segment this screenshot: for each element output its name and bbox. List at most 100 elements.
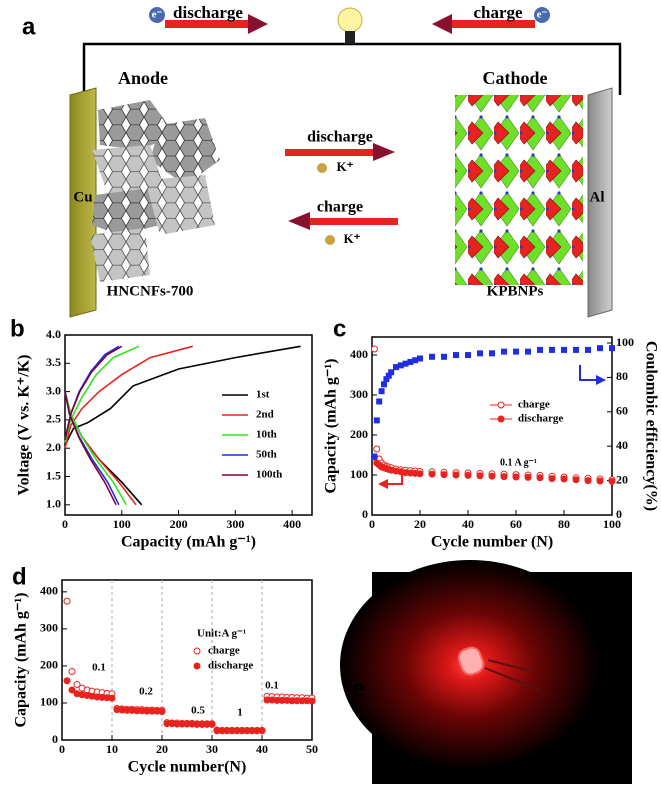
label: KPBNPs bbox=[487, 283, 544, 299]
line bbox=[64, 345, 194, 449]
y2-tick-label: 100 bbox=[616, 335, 634, 349]
label: K⁺ bbox=[344, 231, 361, 246]
graphene bbox=[92, 188, 160, 235]
y2-tick-label: 40 bbox=[616, 438, 628, 452]
marker bbox=[572, 476, 580, 484]
graphene bbox=[150, 118, 220, 185]
y-tick-label: 200 bbox=[350, 427, 368, 441]
y-tick-label: 300 bbox=[350, 387, 368, 401]
marker bbox=[388, 369, 395, 376]
marker bbox=[561, 346, 567, 353]
x-tick-label: 100 bbox=[603, 517, 621, 531]
y-tick-label: 2.5 bbox=[46, 412, 61, 426]
marker bbox=[63, 677, 71, 685]
marker bbox=[453, 352, 459, 359]
marker bbox=[378, 388, 385, 395]
x-tick-label: 20 bbox=[414, 517, 426, 531]
line bbox=[64, 391, 117, 506]
marker bbox=[417, 355, 423, 362]
y-tick-label: 2.0 bbox=[46, 440, 61, 454]
panel-label: b bbox=[10, 315, 25, 342]
marker bbox=[429, 353, 435, 360]
electron: e⁻ bbox=[537, 9, 548, 21]
x-tick-label: 200 bbox=[170, 517, 188, 531]
marker bbox=[370, 345, 378, 353]
y-axis-label: Voltage (V vs. K⁺/K) bbox=[16, 355, 33, 496]
plot-frame bbox=[61, 579, 313, 741]
label: discharge bbox=[173, 3, 243, 22]
label: Cathode bbox=[482, 68, 547, 88]
y-tick-label: 3.5 bbox=[46, 355, 61, 369]
x-tick-label: 300 bbox=[226, 517, 244, 531]
legend-label: discharge bbox=[208, 660, 253, 672]
diagram bbox=[69, 7, 622, 318]
y-tick-label: 100 bbox=[350, 467, 368, 481]
annotation: 0.1 bbox=[265, 680, 279, 692]
annotation: 0.5 bbox=[191, 705, 205, 717]
al-electrode bbox=[587, 87, 613, 318]
marker bbox=[373, 417, 380, 424]
marker bbox=[488, 472, 496, 480]
x-tick-label: 50 bbox=[306, 742, 318, 756]
legend-label: 10th bbox=[256, 429, 277, 441]
marker bbox=[536, 474, 544, 482]
x-tick-label: 10 bbox=[106, 742, 118, 756]
y2-tick-label: 20 bbox=[616, 472, 628, 486]
x-axis-label: Cycle number(N) bbox=[128, 759, 247, 776]
x-tick-label: 0 bbox=[62, 517, 68, 531]
marker bbox=[373, 445, 381, 453]
marker bbox=[385, 372, 392, 379]
marker bbox=[464, 471, 472, 479]
x-tick-label: 30 bbox=[206, 742, 218, 756]
marker bbox=[73, 680, 81, 688]
y-axis-label: Capacity (mAh g⁻¹) bbox=[323, 358, 340, 493]
marker bbox=[441, 353, 447, 360]
marker bbox=[158, 707, 166, 715]
y-tick-label: 0 bbox=[52, 732, 58, 746]
line bbox=[64, 345, 123, 440]
marker bbox=[428, 470, 436, 478]
marker bbox=[608, 477, 616, 485]
label: Al bbox=[590, 189, 605, 205]
x-tick-label: 400 bbox=[283, 517, 301, 531]
panel-label: c bbox=[333, 315, 346, 342]
x-tick-label: 40 bbox=[256, 742, 268, 756]
legend-title: Unit:A g⁻¹ bbox=[197, 628, 246, 640]
legend-marker bbox=[193, 662, 201, 670]
y-axis-label: Capacity (mAh g⁻¹) bbox=[13, 592, 30, 727]
marker bbox=[585, 346, 591, 353]
y2-tick-label: 60 bbox=[616, 404, 628, 418]
marker bbox=[452, 471, 460, 479]
y2-axis-label: Coulombic efficiency(%) bbox=[642, 341, 659, 511]
marker bbox=[573, 346, 579, 353]
x-tick-label: 80 bbox=[558, 517, 570, 531]
marker bbox=[381, 381, 387, 388]
x-axis-label: Capacity (mAh g⁻¹) bbox=[121, 534, 256, 551]
marker bbox=[513, 348, 519, 355]
marker bbox=[383, 376, 390, 383]
x-tick-label: 40 bbox=[462, 517, 474, 531]
annotation: 0.1 bbox=[92, 662, 106, 674]
marker bbox=[501, 348, 507, 355]
marker bbox=[397, 362, 404, 369]
marker bbox=[500, 473, 508, 481]
panel-label: a bbox=[22, 13, 36, 40]
label: Anode bbox=[118, 68, 168, 88]
y-tick-label: 4.0 bbox=[46, 327, 61, 341]
y2-tick-label: 80 bbox=[616, 369, 628, 383]
photo bbox=[340, 560, 632, 784]
legend-label: charge bbox=[208, 645, 240, 657]
marker bbox=[609, 345, 615, 352]
y-tick-label: 3.0 bbox=[46, 383, 61, 397]
marker bbox=[416, 470, 424, 478]
x-tick-label: 100 bbox=[113, 517, 131, 531]
graphene bbox=[90, 228, 150, 282]
marker bbox=[537, 346, 543, 353]
legend-label: 2nd bbox=[256, 409, 274, 421]
line bbox=[64, 345, 140, 443]
axis-arrow bbox=[579, 365, 598, 381]
panel-label: d bbox=[12, 563, 27, 590]
marker bbox=[376, 398, 383, 405]
marker bbox=[584, 477, 592, 485]
